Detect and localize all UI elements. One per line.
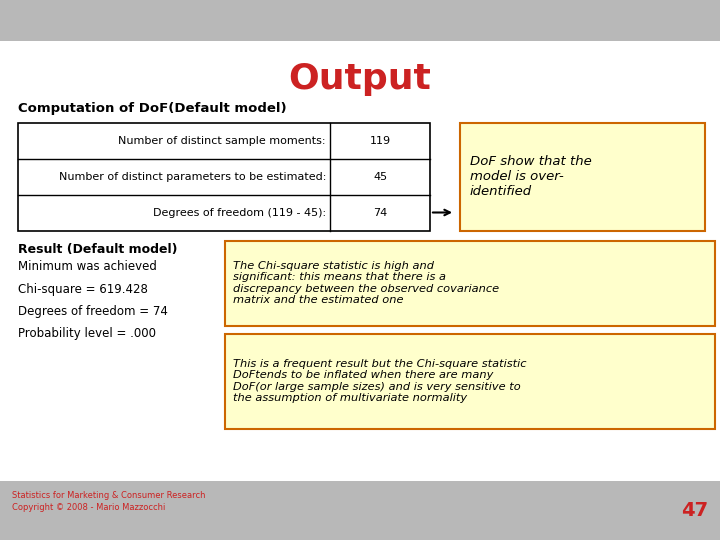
Text: 74: 74 xyxy=(373,207,387,218)
Text: Number of distinct sample moments:: Number of distinct sample moments: xyxy=(119,136,326,145)
Text: Number of distinct parameters to be estimated:: Number of distinct parameters to be esti… xyxy=(58,172,326,181)
Text: Output: Output xyxy=(289,62,431,96)
Text: Computation of DoF(Default model): Computation of DoF(Default model) xyxy=(18,102,287,115)
Text: Degrees of freedom (119 - 45):: Degrees of freedom (119 - 45): xyxy=(153,207,326,218)
Text: DoF show that the
model is over-
identified: DoF show that the model is over- identif… xyxy=(470,155,592,198)
Text: Degrees of freedom = 74: Degrees of freedom = 74 xyxy=(18,305,168,318)
Bar xyxy=(460,123,705,231)
Text: Probability level = .000: Probability level = .000 xyxy=(18,327,156,340)
Text: This is a frequent result but the Chi-square statistic
DoFtends to be inflated w: This is a frequent result but the Chi-sq… xyxy=(233,359,526,403)
Text: 119: 119 xyxy=(369,136,390,145)
Text: 47: 47 xyxy=(681,501,708,520)
Text: Chi-square = 619.428: Chi-square = 619.428 xyxy=(18,282,148,295)
Text: Minimum was achieved: Minimum was achieved xyxy=(18,260,157,273)
Bar xyxy=(225,240,715,326)
Bar xyxy=(0,481,720,540)
Text: 45: 45 xyxy=(373,172,387,181)
Text: The Chi-square statistic is high and
significant: this means that there is a
dis: The Chi-square statistic is high and sig… xyxy=(233,261,499,306)
Bar xyxy=(18,123,430,231)
Bar xyxy=(0,40,720,481)
Text: Statistics for Marketing & Consumer Research
Copyright © 2008 - Mario Mazzocchi: Statistics for Marketing & Consumer Rese… xyxy=(12,491,205,512)
Bar xyxy=(225,334,715,429)
Text: Result (Default model): Result (Default model) xyxy=(18,242,178,255)
